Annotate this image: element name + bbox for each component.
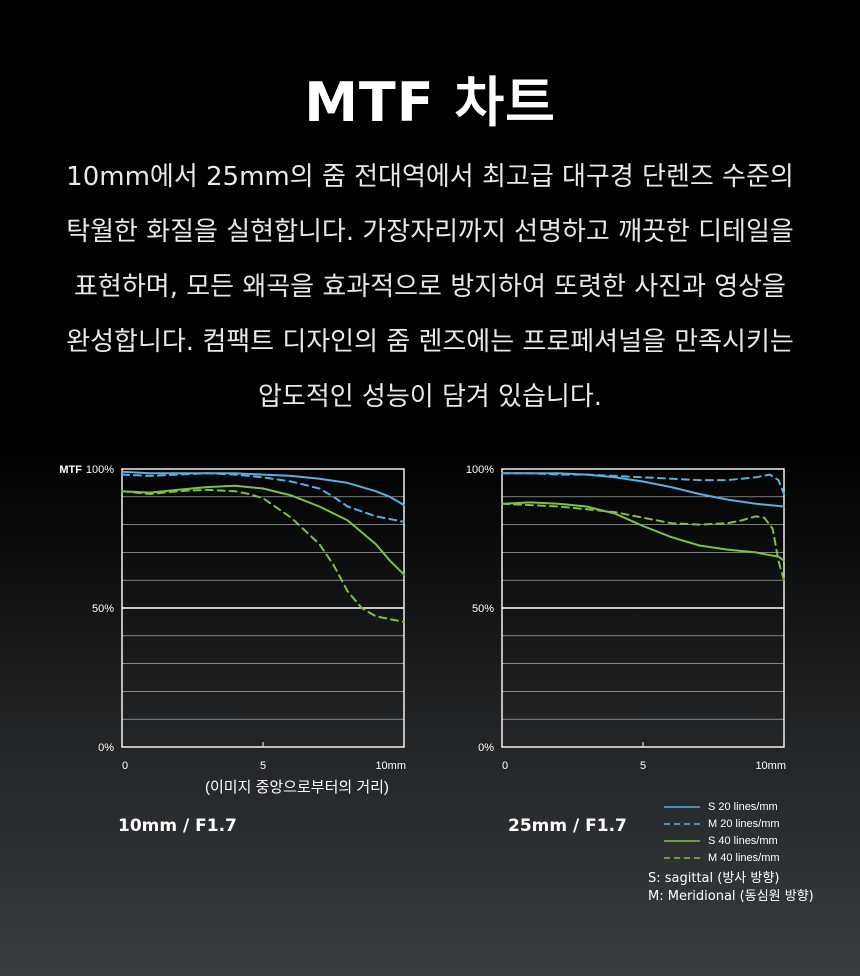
x-tick-label: 5: [640, 760, 646, 772]
x-tick-label: 10mm: [375, 760, 406, 772]
legend-item: S 20 lines/mm: [664, 798, 780, 815]
series-line-m40: [121, 488, 405, 623]
x-tick-label: 0: [502, 760, 508, 772]
legend-label: M 40 lines/mm: [708, 851, 780, 864]
legend-note: S: sagittal (방사 방향) M: Meridional (동심원 방…: [648, 870, 814, 906]
description-line: 압도적인 성능이 담겨 있습니다.: [257, 382, 603, 412]
legend: S 20 lines/mm M 20 lines/mm S 40 lines/m…: [664, 798, 780, 866]
y-tick-label: 50%: [472, 603, 494, 615]
y-tick-label: 100%: [466, 464, 494, 476]
legend-label: S 40 lines/mm: [708, 834, 778, 847]
description-line: 표현하며, 모든 왜곡을 효과적으로 방지하여 또렷한 사진과 영상을: [74, 272, 786, 302]
series-line-m20: [121, 472, 405, 523]
legend-swatch-m40: [664, 856, 700, 859]
description-line: 탁월한 화질을 실현합니다. 가장자리까지 선명하고 깨끗한 디테일을: [66, 217, 794, 247]
series-line-s40: [121, 484, 405, 576]
chart-title-25mm: 25mm / F1.7: [508, 816, 627, 836]
mtf-chart-10mm: 100% 50% 0% 0 5 10mm MTF: [59, 464, 406, 772]
description-line: 완성합니다. 컴팩트 디자인의 줌 렌즈에는 프로페셔널을 만족시키는: [66, 327, 794, 357]
x-tick-label: 0: [122, 760, 128, 772]
series-line-s40: [501, 501, 785, 562]
y-tick-label: 100%: [86, 464, 114, 476]
legend-item: S 40 lines/mm: [664, 832, 780, 849]
x-tick-label: 5: [260, 760, 266, 772]
y-axis-label: MTF: [59, 464, 82, 476]
legend-swatch-s40: [664, 839, 700, 842]
description-line: 10mm에서 25mm의 줌 전대역에서 최고급 대구경 단렌즈 수준의: [66, 162, 794, 192]
x-tick-label: 10mm: [755, 760, 786, 772]
series-line-s20: [501, 472, 785, 508]
chart-title-10mm: 10mm / F1.7: [118, 816, 237, 836]
x-axis-caption: (이미지 중앙으로부터의 거리): [205, 779, 389, 796]
y-tick-label: 50%: [92, 603, 114, 615]
y-tick-label: 0%: [478, 742, 494, 754]
y-tick-label: 0%: [98, 742, 114, 754]
legend-item: M 40 lines/mm: [664, 849, 780, 866]
legend-swatch-m20: [664, 822, 700, 825]
legend-item: M 20 lines/mm: [664, 815, 780, 832]
description: 10mm에서 25mm의 줌 전대역에서 최고급 대구경 단렌즈 수준의 탁월한…: [30, 150, 830, 425]
legend-note-sagittal: S: sagittal (방사 방향): [648, 871, 780, 886]
series-line-m40: [501, 502, 785, 582]
legend-label: S 20 lines/mm: [708, 800, 778, 813]
legend-note-meridional: M: Meridional (동심원 방향): [648, 889, 814, 904]
legend-swatch-s20: [664, 805, 700, 808]
series-line-m20: [501, 472, 785, 495]
mtf-chart-25mm: 100% 50% 0% 0 5 10mm: [466, 464, 786, 772]
series-line-s20: [121, 470, 405, 507]
page-title: MTF 차트: [304, 71, 556, 134]
legend-label: M 20 lines/mm: [708, 817, 780, 830]
